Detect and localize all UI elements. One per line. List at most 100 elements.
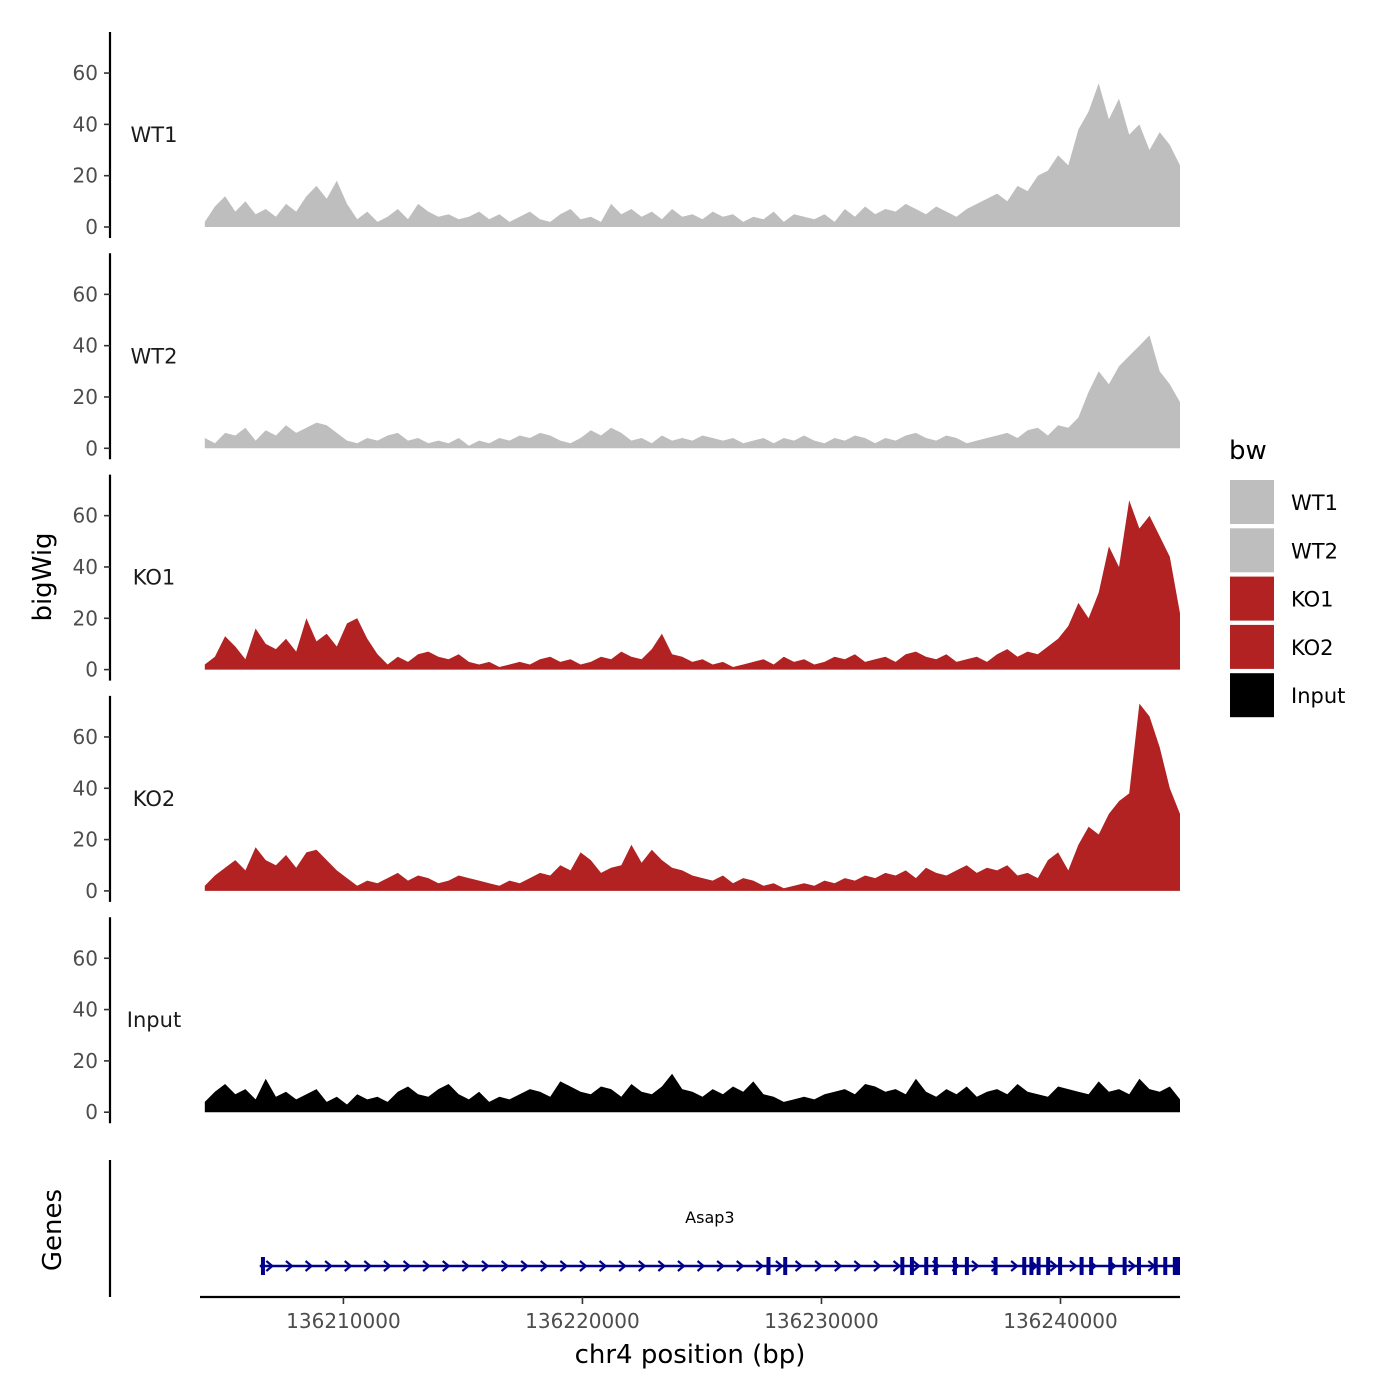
strand-arrow [814,1260,823,1272]
strand-arrow [1128,1260,1137,1272]
exon [1029,1257,1034,1275]
signal-area-wt1 [204,83,1181,227]
y-tick-label: 20 [73,828,98,852]
legend-items: WT1 WT2 KO1 KO2 Input [1230,480,1345,718]
exon [260,1257,265,1275]
y-tick-label: 20 [73,1049,98,1073]
exon [766,1257,771,1275]
strand-arrow [422,1260,431,1272]
gene-name-label: Asap3 [685,1208,734,1227]
exon [1089,1257,1094,1275]
track-label: WT1 [131,123,178,147]
legend-title: bw [1229,436,1267,466]
legend-swatch-ko1 [1230,576,1274,621]
legend-label-wt1: WT1 [1291,491,1338,515]
strand-arrow [677,1260,686,1272]
x-tick-label: 136230000 [764,1309,879,1333]
y-tick-label: 40 [73,555,98,579]
signal-area-wt2 [204,335,1181,449]
strand-arrow [363,1260,373,1272]
exon [1153,1257,1158,1275]
strand-arrow [971,1260,980,1272]
strand-arrow [265,1260,275,1272]
exon [1022,1257,1027,1275]
y-tick-label: 20 [73,164,98,188]
exon [1046,1257,1051,1275]
strand-arrow [481,1260,490,1272]
strand-arrow [383,1260,392,1272]
gene-track-label: Genes [38,1189,68,1271]
track-input: 0 20 40 60 Input [73,917,1181,1124]
y-tick-label: 60 [73,61,98,85]
signal-area-input [204,1073,1181,1113]
y-tick-label: 0 [85,1100,98,1124]
strand-arrow [696,1260,706,1272]
y-tick-label: 40 [73,334,98,358]
exon [1079,1257,1084,1275]
exon [933,1257,938,1275]
strand-arrow [304,1260,314,1272]
track-label: KO1 [133,566,176,590]
strand-arrow [657,1260,667,1272]
track-ko1: 0 20 40 60 KO1 [73,474,1181,682]
strand-arrow [618,1260,627,1272]
y-tick-label: 40 [73,998,98,1022]
exon [1172,1257,1180,1275]
legend-label-ko2: KO2 [1291,636,1334,660]
y-tick-label: 40 [73,112,98,136]
legend-label-ko1: KO1 [1291,588,1334,612]
track-wt1: 0 20 40 60 WT1 [73,32,1181,239]
x-tick-label: 136240000 [1003,1309,1118,1333]
gene-model [259,1257,1180,1275]
y-tick-label: 0 [85,215,98,239]
exon [909,1257,914,1275]
exon [900,1257,905,1275]
y-tick-label: 0 [85,658,98,682]
strand-arrow [736,1260,745,1272]
strand-arrow [579,1260,588,1272]
strand-arrow [344,1260,353,1272]
strand-arrow [461,1260,471,1272]
exon [1163,1257,1168,1275]
track-label: Input [127,1008,181,1032]
strand-arrow [775,1260,784,1272]
strand-arrow [1069,1260,1078,1272]
x-tick-label: 136220000 [525,1309,640,1333]
x-axis-ticks: 136210000 136220000 136230000 136240000 [286,1297,1118,1333]
exon [1036,1257,1041,1275]
signal-area-ko1 [204,500,1181,670]
strand-arrow [598,1260,608,1272]
strand-arrow [1049,1260,1059,1272]
legend-swatch-wt1 [1230,480,1274,524]
y-tick-label: 60 [73,504,98,528]
strand-arrow [892,1260,902,1272]
track-label: KO2 [133,787,176,811]
y-tick-label: 60 [73,725,98,749]
strand-arrow [402,1260,412,1272]
track-ko2: 0 20 40 60 KO2 [73,695,1181,903]
exon [1108,1257,1113,1275]
exon [993,1257,998,1275]
y-tick-label: 0 [85,436,98,460]
legend-swatch-wt2 [1230,528,1274,573]
exon [964,1257,969,1275]
gene-track: Genes Asap3 [38,1160,1180,1297]
strand-arrow [834,1260,843,1272]
strand-arrow [638,1260,647,1272]
y-tick-label: 40 [73,776,98,800]
exon [783,1257,788,1275]
strand-arrow [853,1260,863,1272]
track-label: WT2 [131,344,178,368]
y-tick-label: 20 [73,606,98,630]
strand-arrow [559,1260,569,1272]
exon [924,1257,929,1275]
strand-arrow [1010,1260,1019,1272]
strand-arrow [794,1260,804,1272]
exon [1058,1257,1063,1275]
strand-arrow [755,1260,765,1272]
y-axis-title: bigWig [28,532,58,621]
strand-arrow [873,1260,882,1272]
exon [1136,1257,1141,1275]
signal-tracks: 0 20 40 60 WT1 0 20 40 60 WT2 0 20 40 60 KO1 0 20 40 60 KO2… [73,32,1181,1124]
